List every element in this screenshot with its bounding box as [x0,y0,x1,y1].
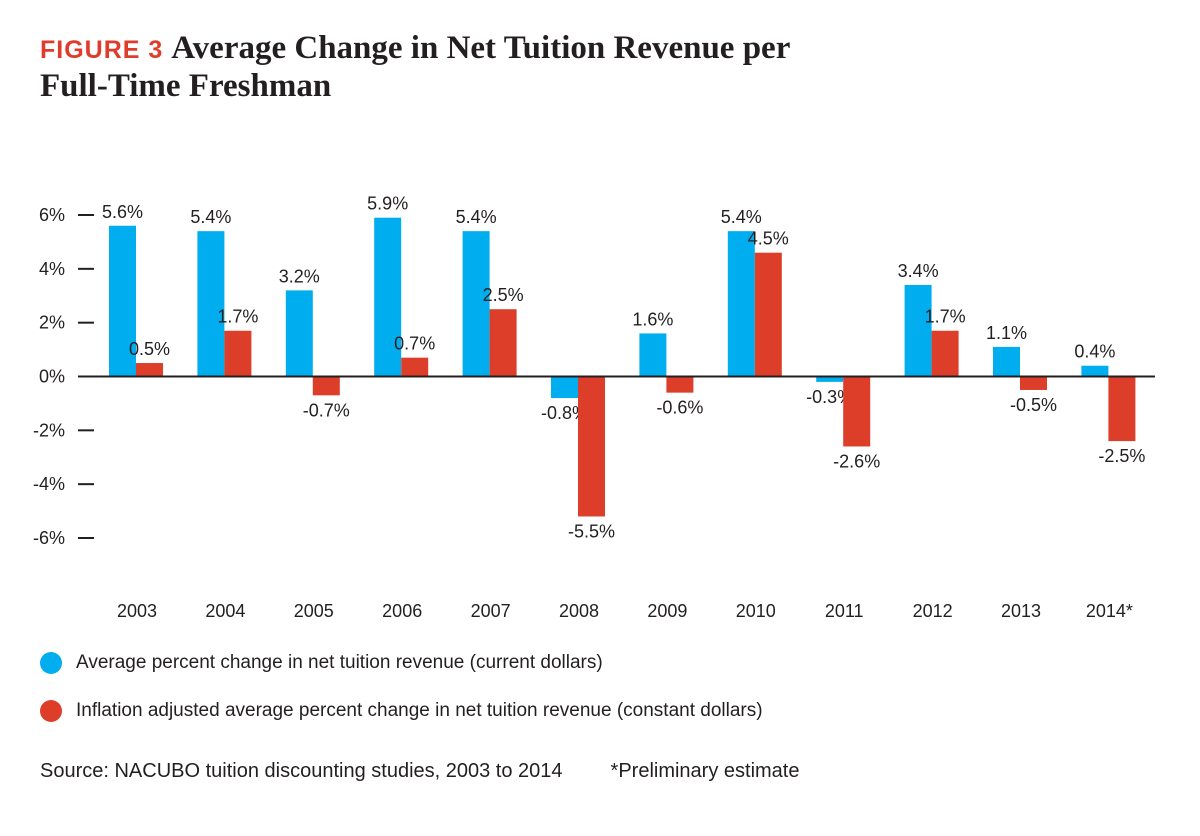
data-label: 1.6% [632,309,673,329]
data-label: -2.6% [833,451,880,471]
data-label: 5.4% [190,207,231,227]
data-label: -0.8% [541,403,588,423]
data-label: 5.9% [367,194,408,214]
bar-inflation [489,309,517,377]
data-label: 3.4% [898,261,939,281]
x-tick-label: 2009 [647,601,687,621]
data-label: 0.4% [1074,342,1115,362]
legend-item-current: Average percent change in net tuition re… [40,650,763,676]
data-label: 0.5% [129,339,170,359]
data-label: 4.5% [748,229,789,249]
bar-inflation [754,252,782,377]
x-tick-label: 2014* [1086,601,1133,621]
y-tick-label: 6% [39,205,65,225]
y-tick-label: -4% [33,474,65,494]
x-tick-label: 2013 [1001,601,1041,621]
figure-label: FIGURE 3 [40,36,164,64]
bar-current [993,346,1020,377]
bar-current [285,290,313,377]
data-label: 5.6% [102,202,143,222]
data-label: 3.2% [279,266,320,286]
data-label: 1.7% [925,307,966,327]
bar-current [727,231,755,377]
data-label: -0.3% [806,387,853,407]
x-tick-label: 2004 [205,601,245,621]
bar-current [816,376,844,382]
data-label: -0.5% [1010,395,1057,415]
data-label: 5.4% [721,207,762,227]
y-tick-label: 0% [39,367,65,387]
chart-footer: Source: NACUBO tuition discounting studi… [40,760,799,783]
data-label: 1.7% [217,307,258,327]
bar-inflation [843,376,871,447]
data-label: 2.5% [483,285,524,305]
bar-inflation [1108,376,1136,442]
y-tick-label: -2% [33,420,65,440]
preliminary-note: *Preliminary estimate [610,760,800,782]
source-note: Source: NACUBO tuition discounting studi… [40,760,563,782]
x-tick-label: 2012 [913,601,953,621]
bar-current [1081,365,1109,377]
bar-current [374,217,402,377]
x-tick-label: 2011 [825,601,864,621]
x-tick-label: 2010 [736,601,776,621]
bar-inflation [578,376,605,517]
chart-title: FIGURE 3 Average Change in Net Tuition Re… [40,30,1160,104]
data-label: -5.5% [568,521,615,541]
bar-current [904,284,932,377]
x-tick-label: 2006 [382,601,422,621]
legend-swatch-inflation [40,700,62,722]
data-label: 0.7% [394,334,435,354]
x-tick-label: 2007 [471,601,511,621]
legend-label-inflation: Inflation adjusted average percent chang… [76,700,763,721]
x-tick-label: 2003 [117,601,157,621]
bar-current [197,231,225,377]
bar-current [639,333,667,377]
data-label: -0.7% [303,400,350,420]
bar-current [462,231,490,377]
title-line-2: Full-Time Freshman [40,68,332,104]
bar-inflation [224,330,252,377]
y-tick-label: 2% [39,313,65,333]
data-label: 5.4% [456,207,497,227]
data-label: -0.6% [656,398,703,418]
x-tick-label: 2008 [559,601,599,621]
data-label: -2.5% [1098,446,1145,466]
bar-inflation [312,376,340,396]
bar-current [109,225,136,377]
x-tick-label: 2005 [294,601,334,621]
y-tick-label: -6% [33,528,65,548]
bar-inflation [136,363,163,377]
data-label: 1.1% [986,323,1027,343]
y-tick-label: 4% [39,259,65,279]
bar-inflation [1020,376,1047,390]
bar-current [551,376,578,399]
legend-swatch-current [40,652,62,674]
legend-item-inflation: Inflation adjusted average percent chang… [40,698,763,724]
bar-inflation [931,330,959,377]
bar-chart: 6% 4% 2% 0% -2% -4% -6% 5.6% 0.5% 2003 5.4% 1.7% 200… [33,194,1155,621]
chart-legend: Average percent change in net tuition re… [40,650,763,746]
title-line-1: Average Change in Net Tuition Revenue pe… [171,30,791,66]
legend-label-current: Average percent change in net tuition re… [76,652,603,673]
bar-inflation [666,376,694,393]
bar-inflation [401,357,429,377]
